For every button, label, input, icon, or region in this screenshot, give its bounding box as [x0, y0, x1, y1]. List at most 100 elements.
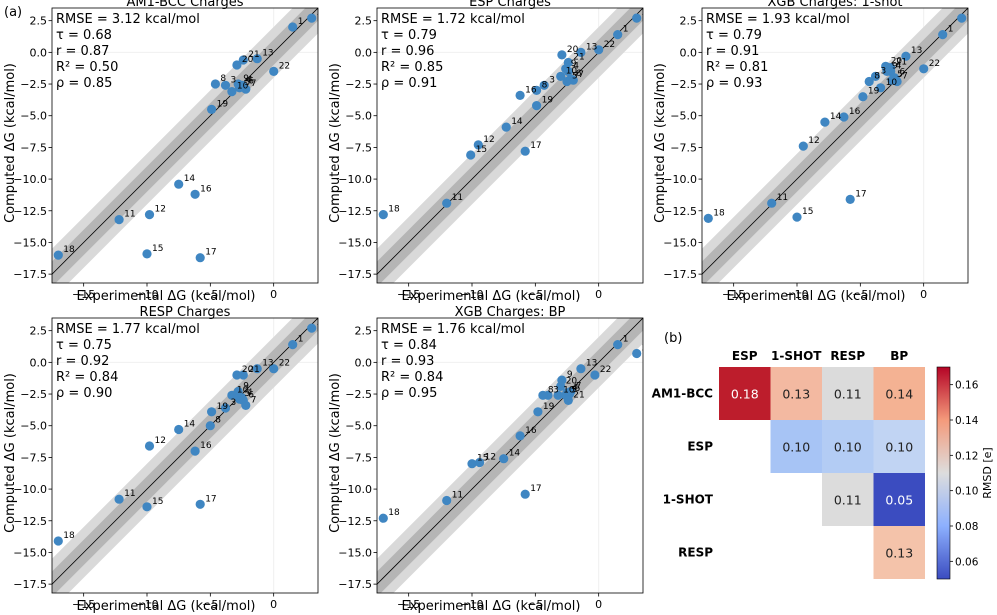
heatmap-cell — [873, 367, 925, 420]
y-tick-label: 0.0 — [680, 46, 698, 59]
point-label: 9 — [243, 382, 249, 392]
stat-line: RMSE = 1.77 kcal/mol — [56, 322, 200, 337]
point-label: 2 — [317, 318, 323, 328]
point-label: 16 — [525, 426, 537, 436]
point-label: 12 — [485, 453, 496, 463]
heatmap-value: 0.13 — [782, 387, 810, 402]
data-point — [566, 386, 576, 397]
x-tick-label: 0 — [595, 598, 602, 611]
point-label: 4 — [247, 75, 253, 85]
point-label: 7 — [902, 72, 908, 82]
stat-line: ρ = 0.90 — [56, 386, 112, 401]
x-tick-label: −10 — [135, 598, 158, 611]
data-point — [845, 194, 855, 204]
xlabel-esp: Experimental ΔG (kcal/mol) — [402, 289, 581, 304]
point-label: 16 — [525, 85, 537, 95]
point-label: 19 — [217, 402, 229, 412]
identity-line — [52, 8, 318, 275]
heatmap-value: 0.13 — [885, 546, 913, 561]
y-tick-label: 0.0 — [355, 356, 373, 369]
data-point — [190, 189, 200, 199]
point-label: 20 — [567, 45, 579, 55]
data-point — [227, 390, 237, 400]
xlabel-1shot: Experimental ΔG (kcal/mol) — [727, 289, 906, 304]
x-tick-label: −15 — [722, 288, 745, 301]
point-label: 8 — [548, 385, 554, 395]
axes-frame — [701, 7, 969, 284]
data-point — [632, 13, 642, 23]
axes-frame — [376, 7, 644, 284]
y-tick-label: 0.0 — [355, 46, 373, 59]
point-label: 17 — [205, 494, 216, 504]
data-point — [207, 104, 217, 114]
point-label: 15 — [477, 454, 488, 464]
data-point — [220, 80, 231, 90]
heatmap-cell — [822, 420, 874, 473]
data-point — [144, 441, 155, 451]
x-tick-label: −5 — [527, 288, 543, 301]
heatmap-row-label: 1-SHOT — [663, 493, 714, 507]
data-point — [501, 122, 511, 132]
data-point — [499, 454, 509, 464]
heatmap-col-label: ESP — [732, 349, 758, 363]
point-label: 5 — [245, 78, 251, 88]
heatmap-value: 0.11 — [834, 493, 862, 508]
y-tick-label: 0.0 — [30, 356, 48, 369]
data-point — [466, 150, 476, 160]
point-label: 14 — [184, 174, 196, 184]
ylabel-1shot: Computed ΔG (kcal/mol) — [653, 63, 668, 223]
point-label: 10 — [237, 385, 249, 395]
point-label: 21 — [573, 53, 584, 63]
point-label: 6 — [576, 69, 582, 79]
x-tick-label: −15 — [397, 598, 420, 611]
data-point — [520, 489, 530, 499]
y-tick-label: −12.5 — [338, 515, 372, 528]
point-label: 12 — [155, 205, 166, 215]
stat-line: R² = 0.84 — [56, 370, 118, 385]
panel-label-b: (b) — [664, 331, 682, 346]
point-label: 17 — [530, 141, 541, 151]
y-tick-label: −10.0 — [338, 173, 372, 186]
stat-line: RMSE = 1.93 kcal/mol — [706, 12, 850, 27]
point-label: 11 — [124, 489, 135, 499]
data-point — [703, 213, 713, 223]
point-label: 3 — [553, 385, 559, 395]
point-label: 20 — [242, 365, 254, 375]
point-label: 9 — [243, 74, 249, 84]
point-label: 8 — [215, 416, 221, 426]
data-point — [532, 101, 542, 111]
y-tick-label: 2.5 — [355, 325, 373, 338]
point-label: 14 — [511, 117, 523, 127]
stat-line: ρ = 0.85 — [56, 76, 112, 91]
y-tick-label: 2.5 — [680, 15, 698, 28]
point-label: 15 — [152, 497, 163, 507]
point-label: 16 — [200, 184, 212, 194]
heatmap-row-label: AM1-BCC — [652, 387, 714, 401]
data-point — [174, 179, 184, 189]
x-tick-label: −10 — [460, 598, 483, 611]
y-tick-label: −2.5 — [345, 388, 372, 401]
chart-title: XGB Charges: BP — [455, 305, 566, 320]
heatmap-cell — [822, 473, 874, 526]
stat-line: R² = 0.85 — [381, 60, 443, 75]
data-point — [632, 348, 642, 359]
point-label: 20 — [891, 56, 903, 66]
stat-line: τ = 0.68 — [56, 28, 112, 43]
point-label: 13 — [911, 46, 922, 56]
x-tick-label: 0 — [595, 288, 602, 301]
point-label: 5 — [571, 385, 577, 395]
data-point — [238, 370, 248, 380]
point-label: 10 — [566, 66, 578, 76]
data-point — [901, 51, 911, 61]
data-point — [919, 64, 929, 74]
point-label: 19 — [868, 87, 880, 97]
data-point — [892, 76, 902, 87]
data-point — [613, 29, 623, 40]
data-point — [233, 79, 243, 89]
heatmap-col-label: RESP — [830, 349, 865, 363]
